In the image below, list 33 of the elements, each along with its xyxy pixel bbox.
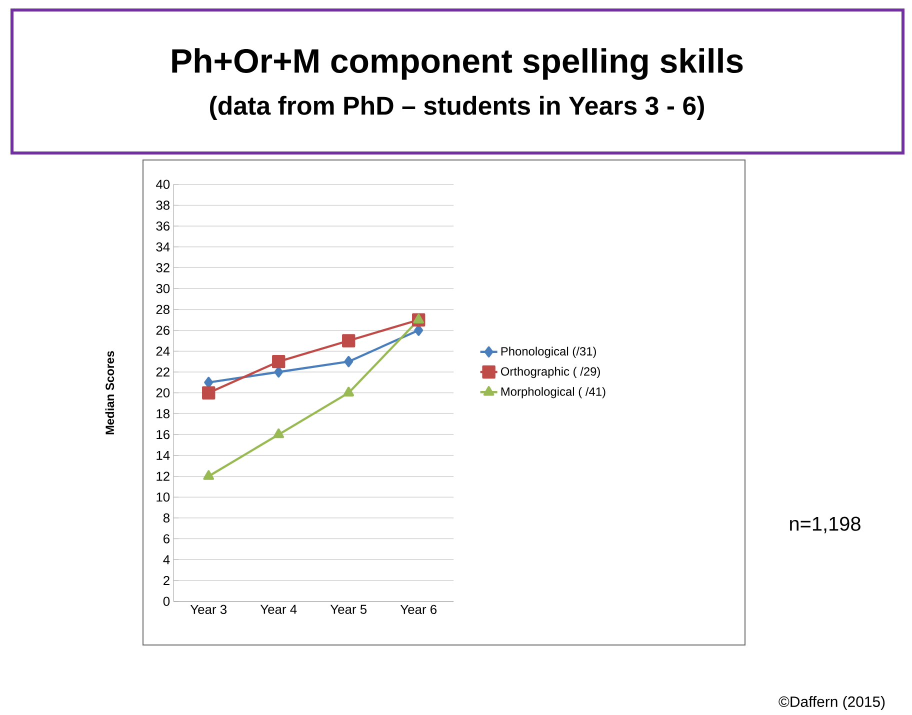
x-tick-label: Year 6 xyxy=(400,604,437,614)
y-tick-label: 22 xyxy=(156,367,170,377)
y-tick-label: 40 xyxy=(156,180,170,189)
y-tick-label: 6 xyxy=(164,534,170,544)
y-tick-label: 38 xyxy=(156,200,170,210)
legend-label: Orthographic ( /29) xyxy=(500,366,600,378)
y-tick-label: 4 xyxy=(163,555,170,564)
y-tick-label: 12 xyxy=(156,472,170,481)
x-tick-label: Year 3 xyxy=(190,604,227,614)
text: n=1,198 xyxy=(790,516,860,534)
legend-label: Phonological (/31) xyxy=(501,346,596,358)
y-tick-label: 0 xyxy=(163,596,170,606)
y-tick-label: 20 xyxy=(156,388,170,398)
y-tick-label: 30 xyxy=(156,284,170,294)
y-tick-label: 26 xyxy=(156,326,170,335)
y-tick-label: 24 xyxy=(156,346,170,356)
y-tick-label: 32 xyxy=(156,263,170,272)
y-tick-label: 10 xyxy=(156,492,170,502)
x-tick-label: Year 5 xyxy=(330,604,367,614)
y-tick-label: 28 xyxy=(156,304,170,314)
y-axis-title: Median Scores xyxy=(105,351,114,434)
y-tick-label: 16 xyxy=(156,430,170,440)
text: ©Daffern (2015) xyxy=(778,696,885,710)
legend-label: Morphological ( /41) xyxy=(501,387,606,398)
y-tick-label: 14 xyxy=(156,450,170,460)
chart-title: Ph+Or+M component spelling skills xyxy=(172,48,743,80)
y-tick-label: 18 xyxy=(156,409,170,418)
y-tick-label: 8 xyxy=(163,513,170,523)
y-tick-label: 2 xyxy=(164,576,170,586)
chart-subtitle: (data from PhD – students in Years 3 - 6) xyxy=(210,96,704,120)
y-tick-label: 36 xyxy=(156,221,170,231)
x-tick-label: Year 4 xyxy=(260,604,297,614)
y-tick-label: 34 xyxy=(156,242,170,252)
